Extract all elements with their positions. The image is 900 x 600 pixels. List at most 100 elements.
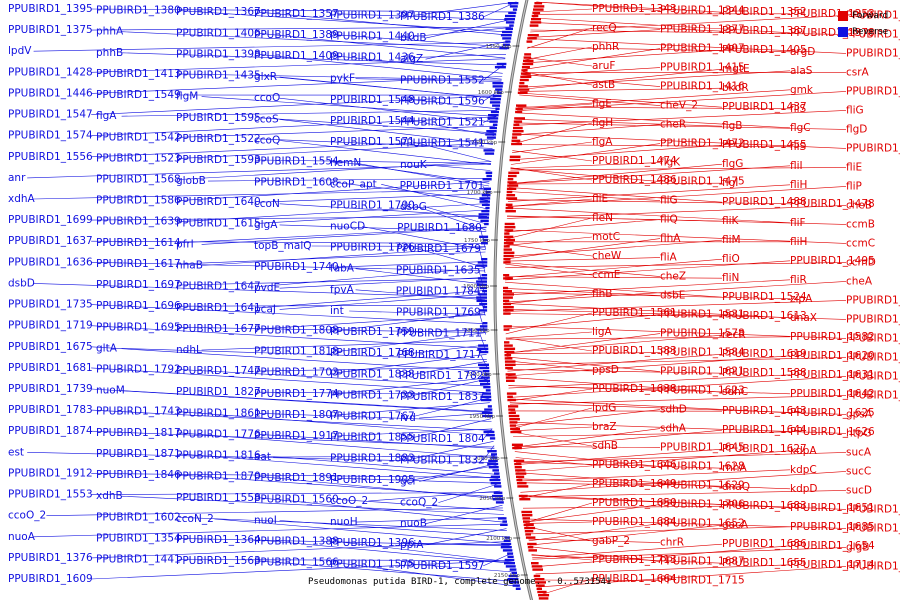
gene-leader-line [521,496,847,510]
kbp-tick-label: 2050 kbp [479,496,505,502]
gene-leader-line [419,463,497,482]
gene-leader-line [91,262,486,272]
reverse-gene-block [507,578,519,581]
forward-gene-block [504,226,516,229]
reverse-gene-block [479,197,491,200]
forward-gene-block [516,104,527,107]
forward-gene-block [506,392,517,395]
gene-leader-line [91,492,501,495]
gene-leader-line [523,48,661,70]
gene-leader-line [179,161,492,180]
reverse-gene-label: pfrI [176,238,194,250]
reverse-gene-label: PPUBIRD1_1397 [330,9,415,21]
gene-leader-line [381,184,488,210]
gene-leader-line [506,352,661,355]
gene-leader-line [508,385,791,395]
reverse-gene-label: PPUBIRD1_1711 [397,328,482,340]
forward-gene-label: flgC [790,122,811,134]
gene-leader-line [522,71,593,86]
forward-gene-block [504,235,514,238]
forward-gene-block [530,21,542,24]
gene-leader-line [524,49,723,64]
reverse-gene-label: PPUBIRD1_1388 [254,536,339,548]
forward-gene-block [514,466,522,469]
gene-leader-line [179,73,502,81]
forward-gene-label: PPUBIRD1_1495 [790,255,875,267]
reverse-gene-label: aat [254,451,271,463]
reverse-gene-label: PPUBIRD1_1364 [176,534,261,546]
reverse-gene-label: PPUBIRD1_1855 [330,432,415,444]
reverse-gene-label: PPUBIRD1_1544 [330,115,415,127]
forward-gene-label: recQ [592,22,617,34]
forward-gene-label: PPUBIRD1_1405 [722,44,807,56]
forward-gene-block [504,232,510,235]
forward-gene-block [531,565,543,568]
forward-gene-label: PPUBIRD1_1654 [790,540,875,552]
forward-gene-block [503,328,510,331]
reverse-gene-block [500,546,512,549]
forward-gene-block [505,210,516,213]
gene-leader-line [91,139,494,158]
gene-leader-line [514,445,661,448]
reverse-gene-block [479,200,490,203]
forward-gene-block [505,363,516,366]
gene-leader-line [259,560,518,582]
strand-legend: Forward Reverse [838,8,898,40]
gene-leader-line [33,42,509,52]
gene-leader-line [259,54,502,80]
genome-backbone-highlight [494,0,533,600]
reverse-gene-label: PPUBIRD1_1808 [254,325,339,337]
reverse-gene-label: PPUBIRD1_1406 [176,27,261,39]
gene-leader-line [413,344,487,354]
gene-leader-line [368,490,501,502]
forward-gene-block [505,366,513,370]
reverse-gene-label: pvdE [254,282,280,294]
gene-leader-line [527,46,791,53]
forward-gene-block [503,293,514,296]
reverse-gene-label: PPUBIRD1_1413 [96,68,181,80]
legend-item-reverse: Reverse [838,24,898,40]
reverse-gene-label: PPUBIRD1_1719 [8,320,93,332]
reverse-gene-label: globB [176,175,206,187]
forward-gene-block [511,136,518,139]
gene-leader-line [413,99,498,110]
gene-leader-line [33,523,506,538]
forward-gene-label: fliN [722,272,739,284]
reverse-gene-block [483,306,488,309]
legend-label-reverse: Reverse [852,27,889,37]
reverse-gene-label: PPUBIRD1_1639 [96,216,181,228]
forward-gene-label: PPUBIRD1_1583 [592,345,677,357]
reverse-gene-label: PPUBIRD1_1769 [396,307,481,319]
reverse-gene-label: PPUBIRD1_1554 [254,156,339,168]
forward-gene-label: PPUBIRD1_1343 [592,3,677,15]
forward-gene-block [510,430,522,434]
gene-leader-line [534,8,593,13]
forward-gene-block [531,18,541,21]
reverse-gene-label: PPUBIRD1_1733 [330,389,415,401]
forward-gene-block [535,581,546,584]
reverse-gene-label: PPUBIRD1_1846 [96,469,181,481]
kbp-tick-label: 1900 kbp [466,372,492,378]
forward-gene-label: flgG [722,158,743,170]
reverse-gene-block [480,398,492,402]
reverse-gene-label: gltA [96,342,118,354]
gene-leader-line [509,395,847,405]
reverse-gene-label: PPUBIRD1_1695 [96,321,181,333]
reverse-gene-label: PPUBIRD1_1677 [176,323,261,335]
gene-leader-line [179,517,507,531]
forward-gene-label: fliF [790,217,806,229]
forward-gene-label: PPUBIRD1_1488 [722,196,807,208]
kbp-tick-label: 1950 kbp [469,414,495,420]
forward-gene-label: ppsD [592,364,619,376]
forward-gene-block [527,546,534,549]
gene-leader-line [527,27,593,49]
forward-gene-block [523,59,534,62]
gene-leader-line [532,17,791,34]
gene-leader-line [504,288,661,296]
forward-gene-label: alaS [790,65,813,77]
forward-gene-block [519,498,531,501]
gene-leader-line [201,96,497,117]
gene-leader-line [273,455,496,458]
reverse-gene-block [476,299,487,302]
